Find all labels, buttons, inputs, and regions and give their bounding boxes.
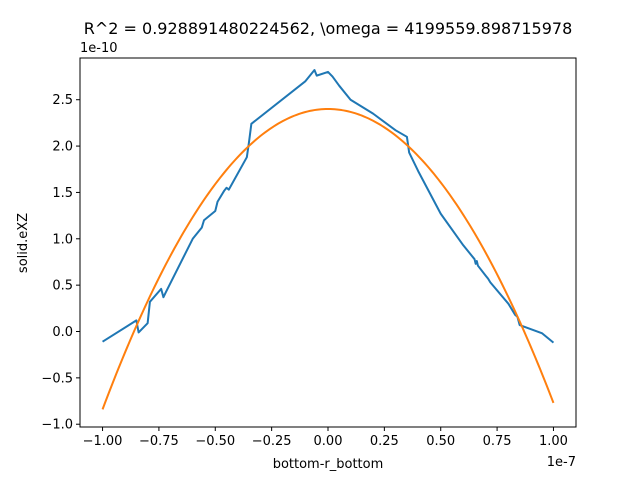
y-tick-label: 1.5 bbox=[52, 186, 73, 201]
x-tick-label: −0.50 bbox=[195, 434, 235, 449]
x-tick-label: −0.25 bbox=[252, 434, 292, 449]
y-offset-label: 1e-10 bbox=[80, 41, 118, 56]
x-offset-label: 1e-7 bbox=[547, 455, 576, 470]
x-tick-label: −0.75 bbox=[139, 434, 179, 449]
x-tick-label: 0.00 bbox=[314, 434, 343, 449]
x-tick-label: 0.50 bbox=[426, 434, 455, 449]
x-tick-label: 0.25 bbox=[370, 434, 399, 449]
y-tick-label: −0.5 bbox=[41, 371, 73, 386]
chart-title: R^2 = 0.928891480224562, \omega = 419955… bbox=[84, 19, 573, 38]
x-axis-label: bottom-r_bottom bbox=[273, 457, 384, 472]
y-tick-label: 1.0 bbox=[52, 232, 73, 247]
y-tick-label: 2.5 bbox=[52, 93, 73, 108]
series-line-1 bbox=[102, 69, 555, 344]
x-tick-label: −1.00 bbox=[83, 434, 123, 449]
plot-frame bbox=[79, 57, 577, 428]
y-axis-label: solid.eXZ bbox=[16, 213, 31, 273]
x-tick-label: 0.75 bbox=[483, 434, 512, 449]
y-tick-label: −1.0 bbox=[41, 418, 73, 433]
y-tick-label: 0.5 bbox=[52, 279, 73, 294]
y-tick-label: 2.0 bbox=[52, 140, 73, 155]
series-line-2 bbox=[101, 107, 555, 410]
axis-ticks: −1.00 −0.75 −0.50 −0.25 0.00 0.25 0.50 0.75 1.00… bbox=[41, 93, 568, 449]
plot-area bbox=[101, 69, 555, 410]
x-tick-label: 1.00 bbox=[539, 434, 568, 449]
y-tick-label: 0.0 bbox=[52, 325, 73, 340]
